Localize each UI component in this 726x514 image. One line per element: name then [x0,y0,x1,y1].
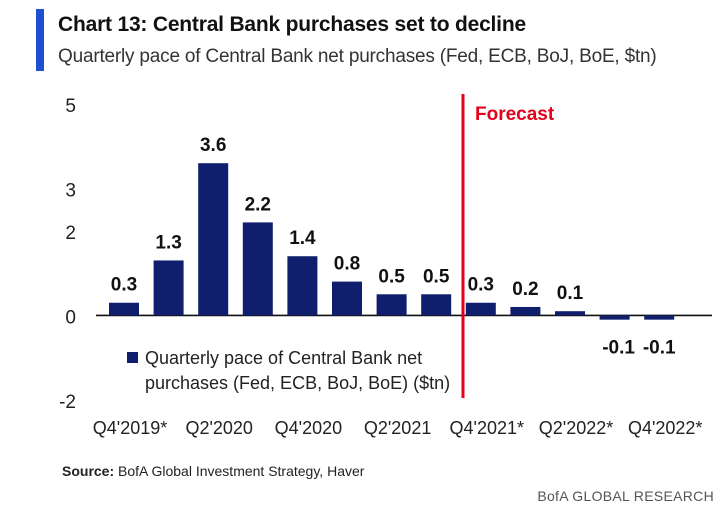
source-label: Source: [62,463,115,479]
bar [599,315,630,320]
y-tick-label: 0 [65,307,76,328]
data-label: 1.4 [289,228,316,249]
data-label: -0.1 [602,338,635,359]
x-tick-label: Q2'2020 [185,418,253,438]
legend-label: Quarterly pace of Central Bank net [145,348,422,368]
bar [198,163,229,316]
bar [153,260,184,316]
x-tick-label: Q2'2022* [539,418,614,438]
bar [109,302,139,316]
bar [332,281,362,316]
brand-mark: BofA GLOBAL RESEARCH [537,488,714,504]
data-label: 0.2 [512,279,538,300]
forecast-annotation: Forecast [475,104,555,125]
x-tick-label: Q4'2019* [93,418,168,438]
x-tick-label: Q4'2022* [628,418,703,438]
data-label: 0.3 [468,275,494,296]
chart-subtitle: Quarterly pace of Central Bank net purch… [58,46,657,67]
data-label: 0.5 [378,266,405,287]
bar [510,306,541,316]
legend-swatch [127,352,138,363]
y-tick-label: -2 [59,392,76,413]
source-text: BofA Global Investment Strategy, Haver [118,463,365,479]
y-tick-label: 2 [65,223,76,244]
data-label: 0.5 [423,266,450,287]
data-label: 2.2 [245,194,271,215]
bar [465,302,496,316]
x-tick-label: Q2'2021 [364,418,432,438]
y-tick-label: 5 [65,96,76,117]
bar [242,222,273,316]
data-label: -0.1 [643,338,676,359]
data-label: 0.1 [557,283,584,304]
bar [644,315,675,320]
chart-title: Chart 13: Central Bank purchases set to … [58,13,526,36]
source-note: Source: BofA Global Investment Strategy,… [62,463,364,479]
legend-label-continued: purchases (Fed, ECB, BoJ, BoE) ($tn) [145,373,450,393]
x-tick-label: Q4'2021* [450,418,525,438]
data-label: 3.6 [200,135,226,156]
data-label: 0.8 [334,254,360,275]
title-accent-bar [36,9,44,71]
bar [376,294,407,316]
data-label: 0.3 [111,275,137,296]
bar [555,311,585,316]
x-tick-label: Q4'2020 [275,418,343,438]
bar [421,294,452,316]
y-tick-label: 3 [65,181,76,202]
data-label: 1.3 [155,232,181,253]
bar [287,256,318,316]
